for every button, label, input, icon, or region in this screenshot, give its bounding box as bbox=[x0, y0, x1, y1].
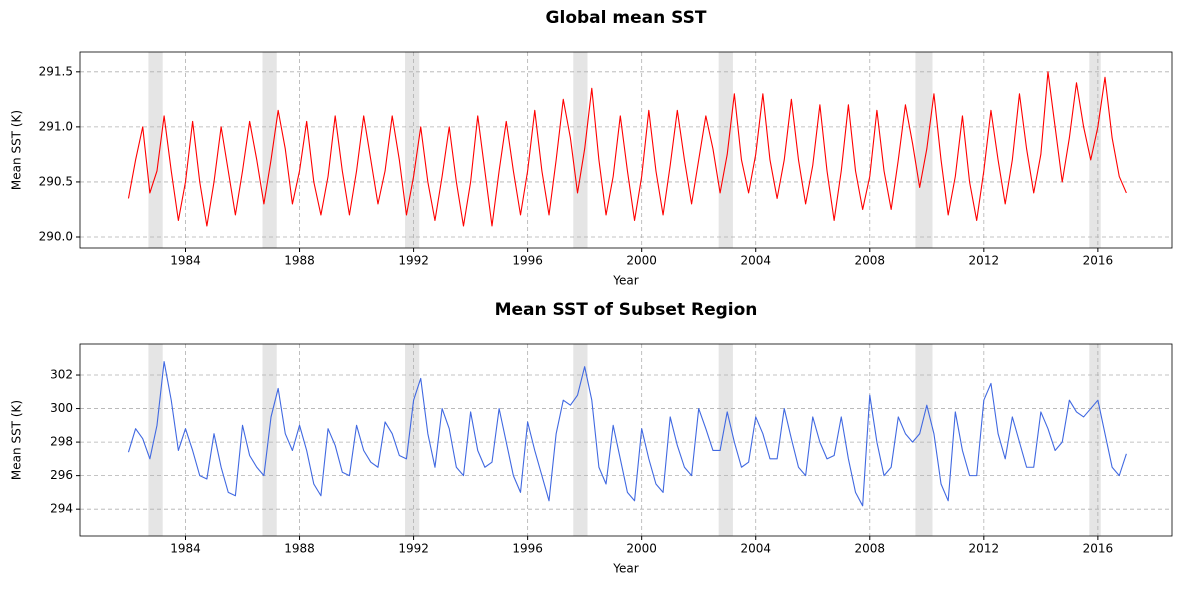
x-tick-label: 2000 bbox=[626, 542, 657, 556]
shaded-region bbox=[405, 52, 420, 248]
y-tick-label: 302 bbox=[50, 368, 73, 382]
x-tick-label: 1992 bbox=[398, 542, 429, 556]
x-tick-label: 1996 bbox=[512, 254, 543, 268]
x-tick-label: 2000 bbox=[626, 254, 657, 268]
x-tick-label: 2004 bbox=[740, 254, 771, 268]
shaded-region bbox=[1089, 52, 1101, 248]
shaded-region bbox=[262, 344, 277, 536]
x-tick-label: 2008 bbox=[855, 542, 886, 556]
plot-frame bbox=[79, 343, 1173, 537]
y-tick-label: 298 bbox=[50, 435, 73, 449]
y-tick-label: 291.0 bbox=[39, 119, 73, 133]
x-tick-label: 1984 bbox=[170, 254, 201, 268]
shaded-region bbox=[718, 52, 733, 248]
x-tick-label: 1996 bbox=[512, 542, 543, 556]
shaded-region bbox=[262, 52, 277, 248]
y-tick-label: 296 bbox=[50, 468, 73, 482]
x-tick-label: 1992 bbox=[398, 254, 429, 268]
y-tick-label: 300 bbox=[50, 401, 73, 415]
shaded-region bbox=[148, 344, 163, 536]
y-axis-label: Mean SST (K) bbox=[10, 110, 24, 190]
x-tick-label: 2004 bbox=[740, 542, 771, 556]
x-tick-label: 2016 bbox=[1083, 542, 1114, 556]
shaded-region bbox=[148, 52, 163, 248]
y-tick-label: 291.5 bbox=[39, 64, 73, 78]
x-tick-label: 2012 bbox=[969, 542, 1000, 556]
x-tick-label: 2012 bbox=[969, 254, 1000, 268]
y-axis-label: Mean SST (K) bbox=[10, 400, 24, 480]
shaded-region bbox=[915, 344, 933, 536]
y-tick-label: 290.0 bbox=[39, 229, 73, 243]
chart-title: Global mean SST bbox=[546, 8, 707, 28]
shaded-region bbox=[915, 52, 933, 248]
chart-title: Mean SST of Subset Region bbox=[495, 300, 758, 320]
y-tick-label: 294 bbox=[50, 502, 73, 516]
x-tick-label: 1988 bbox=[284, 542, 315, 556]
shaded-region bbox=[405, 344, 420, 536]
shaded-region bbox=[573, 52, 588, 248]
x-axis-label: Year bbox=[612, 562, 638, 576]
shaded-region bbox=[1089, 344, 1101, 536]
data-line bbox=[127, 361, 1127, 507]
x-tick-label: 1984 bbox=[170, 542, 201, 556]
x-tick-label: 2016 bbox=[1083, 254, 1114, 268]
x-axis-label: Year bbox=[612, 274, 638, 288]
y-tick-label: 290.5 bbox=[39, 174, 73, 188]
data-line bbox=[127, 71, 1127, 227]
x-tick-label: 1988 bbox=[284, 254, 315, 268]
plot-frame bbox=[79, 51, 1173, 249]
shaded-region bbox=[718, 344, 733, 536]
x-tick-label: 2008 bbox=[855, 254, 886, 268]
shaded-region bbox=[573, 344, 588, 536]
